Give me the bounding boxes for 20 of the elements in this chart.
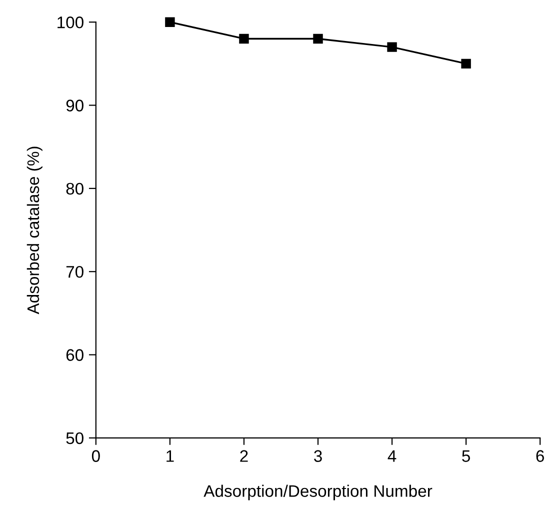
point — [239, 34, 249, 44]
y-tick-label: 100 — [58, 16, 84, 28]
x-tick-label: 6 — [536, 450, 544, 462]
x-tick-label: 3 — [314, 450, 322, 462]
point — [165, 17, 175, 27]
y-tick-label: 90 — [66, 100, 84, 112]
y-axis-title: Adsorbed catalase (%) — [26, 146, 42, 314]
x-tick-label: 5 — [462, 450, 470, 462]
point — [313, 34, 323, 44]
x-tick-label: 0 — [92, 450, 100, 462]
y-tick-label: 80 — [66, 182, 84, 195]
x-axis-title: Adsorption/Desorption Number — [204, 484, 432, 500]
point — [387, 42, 397, 52]
x-tick-label: 4 — [388, 450, 396, 462]
y-tick-label: 60 — [66, 349, 84, 361]
x-tick-label: 2 — [240, 450, 248, 462]
y-tick-label: 50 — [66, 432, 84, 444]
x-tick-label: 1 — [166, 450, 174, 462]
y-tick-label: 70 — [66, 266, 84, 278]
point — [461, 58, 471, 69]
